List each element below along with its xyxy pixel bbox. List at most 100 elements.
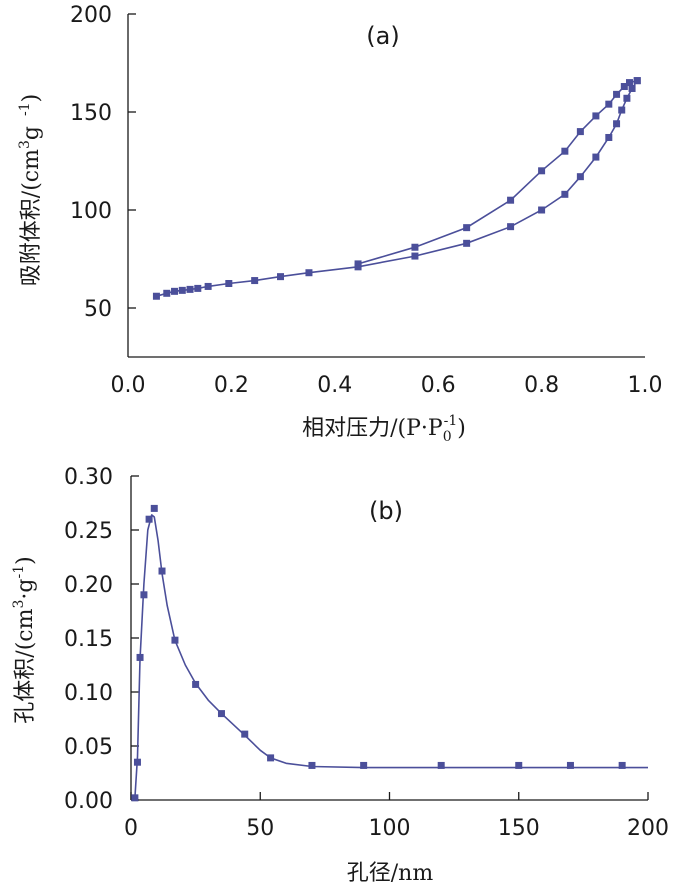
chart-a-y-label-sup2: -1 bbox=[17, 102, 33, 116]
chart-b-y-tick-label: 0.10 bbox=[64, 681, 113, 706]
chart-a-desorption-point bbox=[605, 100, 613, 108]
chart-a-desorption-point bbox=[613, 90, 621, 98]
chart-a-x-tick-label: 0.4 bbox=[317, 373, 352, 398]
chart-a-desorption-point bbox=[538, 167, 546, 175]
chart-a-adsorption-point bbox=[225, 280, 233, 287]
chart-b-data-point bbox=[360, 761, 368, 769]
chart-a-x-ticks: 0.0 0.2 0.4 0.6 0.8 1.0 bbox=[111, 373, 663, 398]
chart-b-data-point bbox=[217, 710, 225, 718]
chart-a-desorption-point bbox=[592, 112, 600, 120]
chart-b-pore-distribution: 0 50 100 150 200 0.00 0.05 0.10 0.15 0.20 0.25 0.3… bbox=[11, 465, 669, 886]
chart-a-adsorption-point bbox=[613, 120, 621, 128]
chart-b-data-point bbox=[158, 567, 166, 575]
chart-b-data-point bbox=[150, 504, 158, 512]
chart-b-y-tick-label: 0.05 bbox=[64, 735, 113, 760]
chart-b-data-point bbox=[437, 761, 445, 769]
chart-a-y-label-mid: g bbox=[19, 126, 44, 140]
chart-b-x-tick-label: 0 bbox=[124, 816, 138, 841]
chart-a-adsorption-point bbox=[204, 282, 212, 290]
chart-a-x-label: 相对压力/(P·P0-1) bbox=[302, 413, 466, 445]
chart-b-y-tick-label: 0.00 bbox=[64, 789, 113, 814]
chart-b-data-point bbox=[171, 636, 179, 644]
chart-a-y-tick-label: 100 bbox=[70, 199, 112, 224]
chart-b-panel-label: (b) bbox=[369, 497, 403, 525]
chart-a-adsorption-point bbox=[251, 277, 259, 285]
chart-b-x-tick-label: 150 bbox=[498, 816, 540, 841]
chart-a-desorption-point bbox=[561, 147, 569, 155]
chart-b-data-point bbox=[566, 761, 574, 769]
chart-a-adsorption-point bbox=[411, 252, 419, 260]
chart-b-data-point bbox=[618, 761, 626, 769]
chart-b-y-label-end: ) bbox=[13, 556, 38, 565]
chart-a-adsorption-point bbox=[507, 223, 515, 231]
chart-b-data-point bbox=[267, 754, 275, 762]
chart-a-x-label-sup: -1 bbox=[444, 413, 458, 429]
chart-b-data-point bbox=[140, 591, 148, 599]
chart-b-data-point bbox=[241, 730, 249, 738]
chart-b-y-ticks: 0.00 0.05 0.10 0.15 0.20 0.25 0.30 bbox=[64, 465, 139, 814]
chart-b-y-tick-label: 0.20 bbox=[64, 573, 113, 598]
chart-b-y-tick-label: 0.15 bbox=[64, 627, 113, 652]
chart-a-y-tick-label: 50 bbox=[84, 297, 112, 322]
chart-a-adsorption-point bbox=[605, 133, 613, 141]
chart-b-x-tick-label: 100 bbox=[369, 816, 411, 841]
chart-a-adsorption-point bbox=[561, 190, 569, 198]
chart-a-y-label-main: 吸附体积/(cm bbox=[19, 149, 44, 286]
chart-a-desorption-point bbox=[507, 196, 515, 204]
chart-a-adsorption-point bbox=[178, 286, 186, 294]
chart-a-adsorption-point bbox=[628, 84, 636, 92]
chart-a-adsorption-point bbox=[277, 273, 285, 281]
chart-a-adsorption-point bbox=[623, 94, 631, 102]
chart-b-data-point bbox=[192, 680, 200, 688]
chart-a-desorption-point bbox=[576, 128, 584, 136]
chart-a-adsorption-point bbox=[194, 284, 202, 292]
chart-a-adsorption-line bbox=[156, 80, 638, 297]
chart-a-x-tick-label: 0.8 bbox=[524, 373, 559, 398]
chart-a-adsorption-point bbox=[152, 292, 160, 300]
chart-a-adsorption-point bbox=[463, 239, 471, 247]
chart-b-data-point bbox=[308, 761, 316, 769]
chart-a-x-tick-label: 0.2 bbox=[214, 373, 249, 398]
chart-a-y-ticks: 50 100 150 200 bbox=[70, 3, 136, 322]
chart-a-y-label-end: ) bbox=[19, 94, 44, 103]
chart-a-x-tick-label: 0.6 bbox=[421, 373, 456, 398]
chart-b-series bbox=[131, 504, 648, 802]
chart-a-adsorption-point bbox=[163, 289, 171, 297]
chart-a-x-label-main: 相对压力/(P·P bbox=[302, 416, 443, 441]
chart-b-y-label: 孔体积/(cm3·g-1) bbox=[11, 556, 38, 723]
chart-a-x-label-sub: 0 bbox=[443, 429, 452, 445]
chart-b-y-tick-label: 0.30 bbox=[64, 465, 113, 490]
chart-b-x-ticks: 0 50 100 150 200 bbox=[124, 792, 669, 841]
chart-a-adsorption-point bbox=[171, 287, 179, 295]
chart-a-desorption-point bbox=[625, 79, 633, 87]
chart-a-desorption-point bbox=[354, 260, 362, 268]
chart-b-x-tick-label: 50 bbox=[246, 816, 274, 841]
chart-b-data-point bbox=[133, 758, 141, 766]
chart-a-x-label-end: ) bbox=[457, 416, 466, 441]
chart-b-x-label: 孔径/nm bbox=[347, 861, 434, 886]
chart-a-desorption-point bbox=[411, 243, 419, 251]
chart-a-x-tick-label: 0.0 bbox=[111, 373, 146, 398]
chart-a-x-tick-label: 1.0 bbox=[628, 373, 663, 398]
chart-a-adsorption-point bbox=[592, 153, 600, 161]
chart-a-desorption-point bbox=[633, 77, 641, 85]
chart-a-desorption-point bbox=[463, 224, 471, 232]
chart-b-data-point bbox=[131, 794, 139, 802]
chart-a-y-tick-label: 150 bbox=[70, 101, 112, 126]
chart-a-y-label-sup: 3 bbox=[17, 140, 33, 149]
chart-a-series bbox=[152, 77, 641, 300]
chart-b-y-label-mid: ·g bbox=[13, 579, 38, 600]
chart-a-y-label: 吸附体积/(cm3g -1) bbox=[17, 94, 44, 286]
chart-a-panel-label: (a) bbox=[366, 22, 399, 50]
chart-a-y-tick-label: 200 bbox=[70, 3, 112, 28]
chart-a-adsorption-point bbox=[538, 206, 546, 214]
chart-a-adsorption-point bbox=[618, 106, 626, 114]
chart-a-isotherm: 0.0 0.2 0.4 0.6 0.8 1.0 50 100 150 200 (a) 相对压力/… bbox=[17, 3, 663, 445]
chart-a-adsorption-point bbox=[186, 285, 194, 293]
chart-a-desorption-point bbox=[620, 83, 628, 91]
chart-b-data-point bbox=[515, 761, 523, 769]
chart-b-y-label-sup2: -1 bbox=[11, 565, 27, 579]
chart-b-y-tick-label: 0.25 bbox=[64, 519, 113, 544]
chart-b-y-label-sup: 3 bbox=[11, 600, 27, 609]
